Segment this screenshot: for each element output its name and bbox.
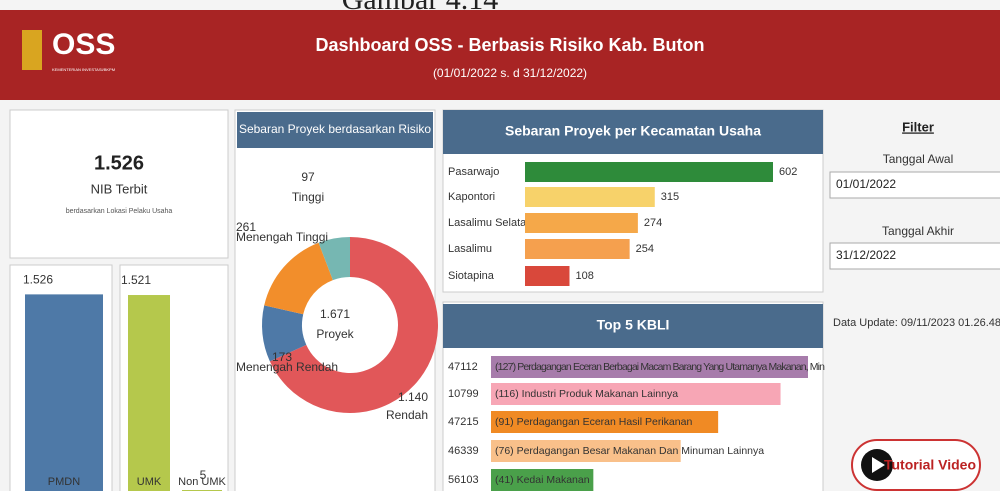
value-label: 1.521 [121, 273, 151, 287]
nib-card [9, 109, 229, 259]
risk-title-bar [237, 112, 433, 148]
bar [491, 440, 681, 462]
slice-value: 173 [272, 350, 292, 364]
logo-sub: KEMENTERIAN INVESTASI/BKPM [52, 67, 115, 72]
kbli-title-bar [443, 304, 823, 348]
bar [491, 411, 719, 433]
bar [491, 356, 808, 378]
kbli-label: (41) Kedai Makanan [495, 474, 590, 486]
category-label: UMK [137, 476, 162, 488]
kbli-label: (76) Perdagangan Besar Makanan Dan Minum… [495, 445, 764, 457]
donut-center-label: Proyek [316, 327, 354, 341]
data-update: Data Update: 09/11/2023 01.26.48 [833, 317, 1000, 329]
bar [525, 162, 773, 182]
slice-category: Menengah Rendah [236, 360, 338, 374]
kbli-label: (116) Industri Produk Makanan Lainnya [495, 388, 678, 400]
slice-value: 1.140 [398, 390, 428, 404]
slice-category: Rendah [386, 408, 428, 422]
nib-note: berdasarkan Lokasi Pelaku Usaha [66, 208, 173, 215]
bar [25, 294, 103, 491]
bar [128, 295, 170, 491]
kbli-title: Top 5 KBLI [597, 317, 670, 333]
donut-slice [262, 305, 307, 362]
logo: OSS [52, 28, 115, 61]
value-label: 254 [636, 243, 654, 255]
donut-slice [318, 237, 350, 281]
value-label: 5 [200, 468, 207, 482]
value-label: 315 [661, 191, 679, 203]
category-label: Siotapina [448, 270, 495, 282]
category-label: Lasalimu [448, 243, 492, 255]
bar [525, 266, 570, 286]
filter-end-label: Tanggal Akhir [882, 224, 954, 238]
kbli-code: 56103 [448, 474, 479, 486]
kbli-label: (91) Perdagangan Eceran Hasil Perikanan [495, 416, 692, 428]
slice-category: Menengah Tinggi [236, 230, 328, 244]
start-date-input[interactable] [829, 171, 1000, 199]
start-date: 01/01/2022 [836, 177, 896, 191]
category-label: Non UMK [178, 476, 226, 488]
filter-title: Filter [902, 119, 934, 134]
category-label: Lasalimu Selatan [448, 217, 532, 229]
value-label: 274 [644, 217, 662, 229]
kbli-code: 46339 [448, 445, 479, 457]
kbli-code: 47112 [448, 361, 478, 373]
kecamatan-title-bar [443, 110, 823, 154]
bar [525, 239, 630, 259]
header-title: Dashboard OSS - Berbasis Risiko Kab. But… [315, 35, 704, 55]
value-label: 602 [779, 166, 797, 178]
donut-slice [269, 237, 438, 414]
donut-slice [264, 242, 333, 315]
bar [525, 213, 638, 233]
category-label: PMDN [48, 476, 80, 488]
donut-center-value: 1.671 [320, 307, 350, 321]
header-subtitle: (01/01/2022 s. d 31/12/2022) [433, 66, 587, 80]
nib-value: 1.526 [94, 152, 144, 174]
kecamatan-title: Sebaran Proyek per Kecamatan Usaha [505, 123, 761, 139]
filter-start-label: Tanggal Awal [883, 152, 954, 166]
logo-emblem [22, 30, 42, 70]
end-date-input[interactable] [829, 242, 1000, 270]
value-label: 1.526 [23, 273, 53, 287]
tutorial-label: Tutorial Video [884, 457, 976, 473]
category-label: Pasarwajo [448, 166, 499, 178]
risk-title: Sebaran Proyek berdasarkan Risiko [239, 122, 431, 136]
slice-value: 261 [236, 220, 256, 234]
nib-label: NIB Terbit [91, 181, 148, 196]
kbli-code: 10799 [448, 388, 479, 400]
bar [491, 469, 594, 491]
kbli-label: (127) Perdagangan Eceran Berbagai Macam … [495, 361, 825, 373]
end-date: 31/12/2022 [836, 248, 896, 262]
bar [491, 383, 781, 405]
bar [525, 187, 655, 207]
kbli-code: 47215 [448, 416, 479, 428]
value-label: 108 [575, 270, 593, 282]
category-label: Kapontori [448, 191, 495, 203]
slice-value: 97 [301, 170, 315, 184]
play-triangle [872, 457, 885, 473]
slice-category: Tinggi [292, 190, 324, 204]
header-bar [0, 10, 1000, 100]
